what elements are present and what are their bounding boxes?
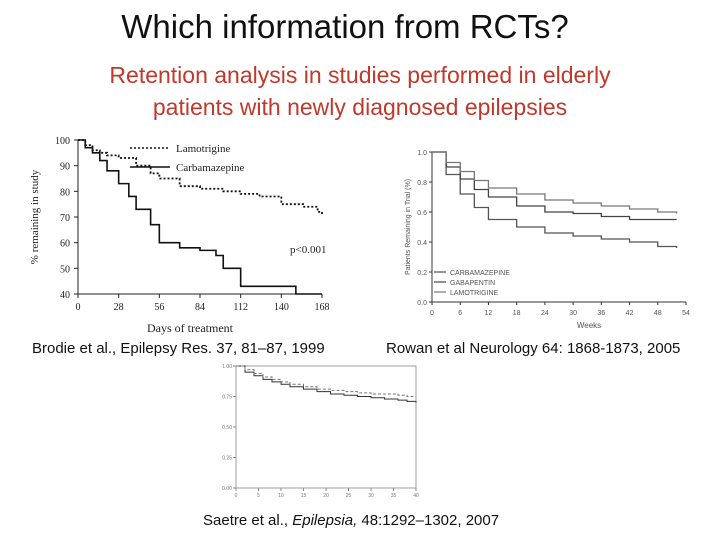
slide-subtitle-line2: patients with newly diagnosed epilepsies xyxy=(152,94,568,120)
rowan-retention-chart: 0.0 0.2 0.4 0.6 0.8 1.0 0 6 12 18 24 30 36 42 48 54 Week… xyxy=(405,150,690,330)
x-tick-label: 24 xyxy=(541,310,549,317)
legend-label-carbamazepine: CARBAMAZEPINE xyxy=(450,270,510,277)
y-tick-label: 50 xyxy=(60,264,70,275)
y-tick-label: 0.8 xyxy=(417,180,427,187)
x-tick-label: 48 xyxy=(654,310,662,317)
x-tick-label: 12 xyxy=(485,310,493,317)
y-tick-label: 0.0 xyxy=(417,300,427,307)
x-tick-label: 168 xyxy=(315,302,330,313)
brodie-retention-chart: 40 50 60 70 80 90 100 0 28 56 84 112 140 168 Days of t… xyxy=(29,136,330,335)
legend-label-lamotrigine: Lamotrigine xyxy=(176,143,230,155)
legend-label-lamotrigine: LAMOTRIGINE xyxy=(450,290,499,297)
x-tick-label: 140 xyxy=(274,302,289,313)
slide-subtitle-line1: Retention analysis in studies performed … xyxy=(109,62,611,88)
y-tick-label: 0.25 xyxy=(222,456,232,462)
y-axis-label: % remaining in study xyxy=(29,169,41,264)
y-tick-label: 0.50 xyxy=(222,425,232,431)
x-tick-label: 56 xyxy=(154,302,164,313)
citation-saetre-details: 48:1292–1302, 2007 xyxy=(357,512,500,529)
citation-saetre-journal: Epilepsia, xyxy=(292,512,358,529)
y-tick-label: 0.00 xyxy=(222,486,232,492)
citation-saetre-authors: Saetre et al., xyxy=(203,512,293,529)
legend-label-gabapentin: GABAPENTIN xyxy=(450,280,495,287)
legend-label-carbamazepine: Carbamazepine xyxy=(176,162,245,174)
x-tick-label: 28 xyxy=(114,302,124,313)
y-tick-label: 0.6 xyxy=(417,210,427,217)
y-tick-label: 60 xyxy=(60,239,70,250)
x-tick-label: 6 xyxy=(458,310,462,317)
y-tick-label: 1.0 xyxy=(417,150,427,157)
series-line-1 xyxy=(236,365,417,403)
x-tick-label: 10 xyxy=(278,493,284,499)
x-tick-label: 18 xyxy=(513,310,521,317)
series-line-2 xyxy=(236,365,416,397)
y-tick-label: 100 xyxy=(55,136,70,147)
y-tick-label: 0.75 xyxy=(222,395,232,401)
series-line-lamotrigine xyxy=(78,139,323,215)
citation-saetre: Saetre et al., Epilepsia, 48:1292–1302, … xyxy=(203,512,499,529)
x-tick-label: 0 xyxy=(235,493,238,499)
citation-brodie: Brodie et al., Epilepsy Res. 37, 81–87, … xyxy=(32,340,325,357)
x-tick-label: 20 xyxy=(323,493,329,499)
slide-title: Which information from RCTs? xyxy=(121,8,569,45)
x-tick-label: 84 xyxy=(195,302,205,313)
series-line-carbamazepine xyxy=(432,151,678,248)
y-axis-label: Patients Remaining in Trial (%) xyxy=(405,179,412,275)
x-axis-label: Weeks xyxy=(577,321,601,330)
saetre-retention-chart: 0.00 0.25 0.50 0.75 1.00 0 5 10 15 20 25 30 35 40 xyxy=(222,364,419,499)
x-tick-label: 0 xyxy=(76,302,81,313)
x-axis-label: Days of treatment xyxy=(147,321,234,335)
x-tick-label: 35 xyxy=(391,493,397,499)
x-tick-label: 36 xyxy=(597,310,605,317)
y-tick-label: 80 xyxy=(60,187,70,198)
x-tick-label: 30 xyxy=(569,310,577,317)
plot-frame xyxy=(235,365,417,489)
y-tick-label: 40 xyxy=(60,290,70,301)
x-tick-label: 30 xyxy=(368,493,374,499)
y-tick-label: 1.00 xyxy=(222,364,232,370)
p-value-annotation: p<0.001 xyxy=(290,244,326,256)
x-tick-label: 0 xyxy=(430,310,434,317)
x-tick-label: 54 xyxy=(682,310,690,317)
y-tick-label: 0.2 xyxy=(417,270,427,277)
series-line-carbamazepine xyxy=(78,139,322,295)
x-tick-label: 25 xyxy=(346,493,352,499)
y-tick-label: 90 xyxy=(60,162,70,173)
x-tick-label: 15 xyxy=(301,493,307,499)
x-tick-label: 42 xyxy=(626,310,634,317)
x-tick-label: 5 xyxy=(257,493,260,499)
series-line-lamotrigine xyxy=(432,151,678,214)
y-tick-label: 0.4 xyxy=(417,240,427,247)
citation-rowan: Rowan et al Neurology 64: 1868-1873, 200… xyxy=(386,340,681,357)
y-tick-label: 70 xyxy=(60,213,70,224)
x-tick-label: 112 xyxy=(233,302,248,313)
x-tick-label: 40 xyxy=(413,493,419,499)
